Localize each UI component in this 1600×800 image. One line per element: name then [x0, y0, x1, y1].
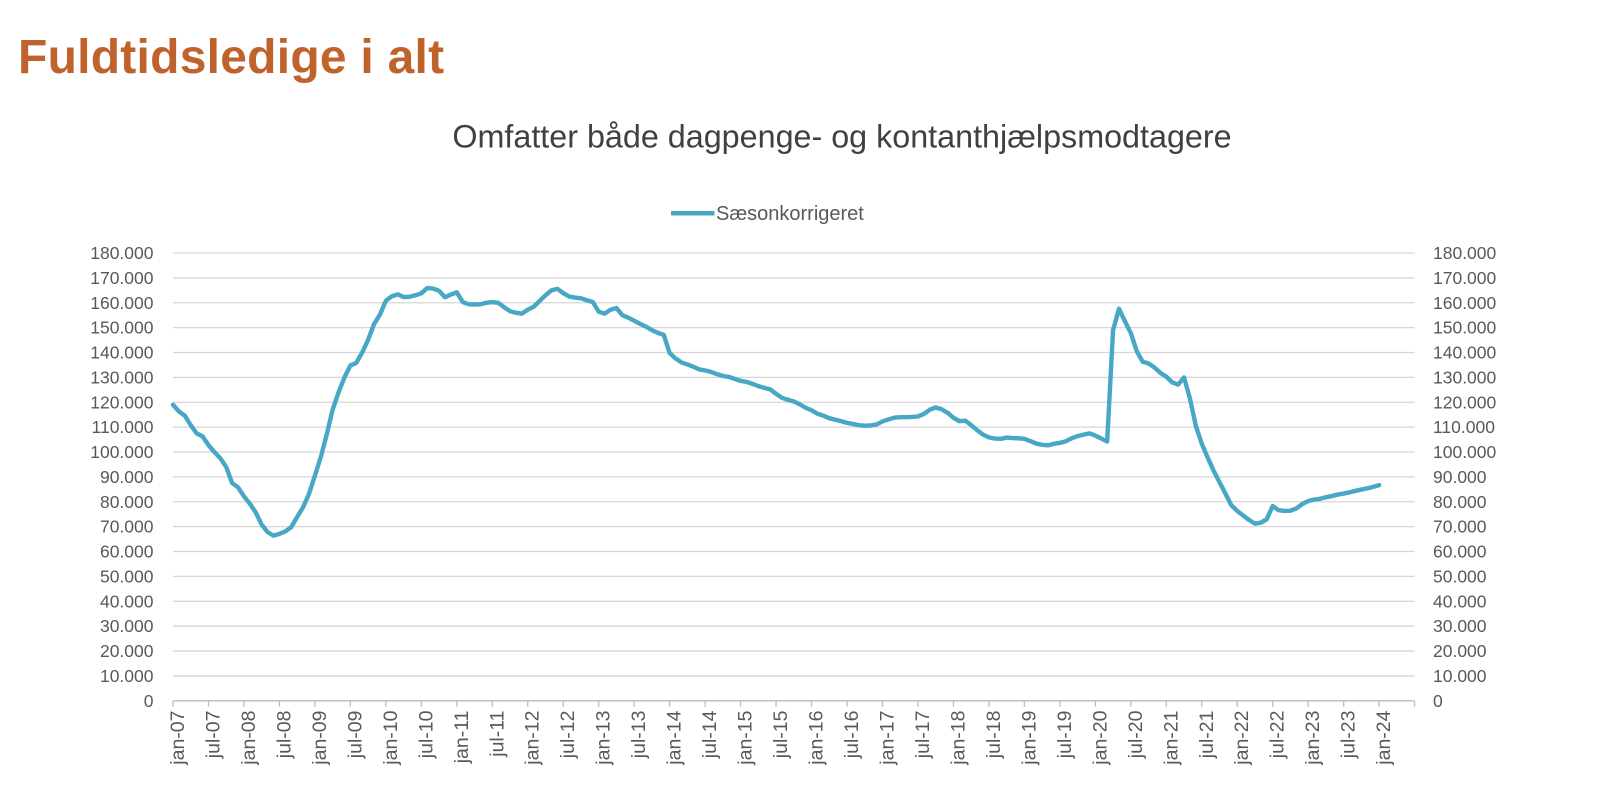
svg-text:jan-24: jan-24	[1373, 710, 1395, 765]
svg-text:jul-16: jul-16	[841, 711, 863, 760]
svg-text:40.000: 40.000	[100, 591, 154, 611]
svg-text:30.000: 30.000	[100, 616, 154, 636]
svg-text:jan-14: jan-14	[664, 710, 686, 765]
svg-text:80.000: 80.000	[1433, 492, 1487, 512]
svg-text:170.000: 170.000	[90, 268, 154, 288]
svg-text:120.000: 120.000	[1433, 392, 1497, 412]
svg-text:140.000: 140.000	[1433, 343, 1497, 363]
svg-text:10.000: 10.000	[1433, 666, 1487, 686]
svg-text:jul-15: jul-15	[770, 710, 792, 759]
svg-text:jan-23: jan-23	[1302, 711, 1324, 766]
svg-text:100.000: 100.000	[90, 442, 154, 462]
svg-text:jan-21: jan-21	[1160, 711, 1182, 766]
svg-text:160.000: 160.000	[90, 293, 154, 313]
svg-text:jul-10: jul-10	[415, 710, 437, 759]
svg-text:jul-20: jul-20	[1125, 710, 1147, 759]
svg-text:jul-08: jul-08	[273, 711, 295, 760]
svg-text:160.000: 160.000	[1433, 293, 1497, 313]
svg-text:140.000: 140.000	[90, 343, 154, 363]
svg-text:10.000: 10.000	[100, 666, 154, 686]
svg-text:180.000: 180.000	[90, 243, 154, 263]
svg-text:150.000: 150.000	[90, 318, 154, 338]
svg-text:jul-23: jul-23	[1338, 711, 1360, 760]
svg-text:110.000: 110.000	[92, 417, 154, 437]
svg-text:jul-12: jul-12	[557, 711, 579, 760]
svg-text:jan-10: jan-10	[380, 710, 402, 765]
svg-text:60.000: 60.000	[1433, 542, 1487, 562]
svg-text:jul-22: jul-22	[1267, 711, 1289, 760]
svg-text:jan-20: jan-20	[1089, 710, 1111, 765]
svg-text:170.000: 170.000	[1433, 268, 1497, 288]
svg-text:50.000: 50.000	[100, 566, 154, 586]
svg-text:jan-18: jan-18	[947, 711, 969, 766]
svg-text:jul-13: jul-13	[628, 711, 650, 760]
svg-text:jul-17: jul-17	[912, 711, 934, 760]
svg-text:50.000: 50.000	[1433, 566, 1487, 586]
svg-text:jan-11: jan-11	[451, 711, 473, 765]
svg-text:90.000: 90.000	[100, 467, 154, 487]
svg-text:120.000: 120.000	[90, 392, 154, 412]
svg-text:130.000: 130.000	[90, 367, 154, 387]
svg-text:jan-13: jan-13	[593, 711, 615, 766]
svg-text:30.000: 30.000	[1433, 616, 1487, 636]
svg-text:jul-18: jul-18	[983, 710, 1005, 759]
svg-text:20.000: 20.000	[1433, 641, 1487, 661]
svg-text:80.000: 80.000	[100, 492, 154, 512]
svg-text:40.000: 40.000	[1433, 591, 1487, 611]
svg-text:100.000: 100.000	[1433, 442, 1497, 462]
svg-text:20.000: 20.000	[100, 641, 154, 661]
svg-text:jan-16: jan-16	[806, 711, 828, 766]
svg-text:jul-14: jul-14	[699, 710, 721, 759]
svg-text:Sæsonkorrigeret: Sæsonkorrigeret	[716, 203, 864, 225]
svg-text:180.000: 180.000	[1433, 243, 1497, 263]
svg-text:90.000: 90.000	[1433, 467, 1487, 487]
svg-text:130.000: 130.000	[1433, 367, 1497, 387]
svg-text:110.000: 110.000	[1433, 417, 1495, 437]
svg-text:jan-09: jan-09	[309, 711, 331, 766]
svg-text:jan-22: jan-22	[1231, 711, 1253, 766]
svg-text:jul-09: jul-09	[344, 711, 366, 760]
svg-text:jan-15: jan-15	[735, 710, 757, 765]
svg-text:0: 0	[1433, 691, 1443, 711]
svg-text:70.000: 70.000	[1433, 517, 1487, 537]
svg-text:jan-17: jan-17	[876, 711, 898, 766]
svg-text:jan-08: jan-08	[238, 711, 260, 766]
svg-text:jul-07: jul-07	[202, 711, 224, 760]
svg-text:0: 0	[144, 691, 154, 711]
svg-text:60.000: 60.000	[100, 542, 154, 562]
svg-text:Omfatter både dagpenge- og kon: Omfatter både dagpenge- og kontanthjælps…	[452, 119, 1231, 155]
svg-text:Fuldtidsledige i alt: Fuldtidsledige i alt	[18, 31, 444, 84]
svg-text:jan-07: jan-07	[167, 711, 189, 766]
svg-text:jan-19: jan-19	[1018, 711, 1040, 766]
svg-text:jul-21: jul-21	[1196, 711, 1218, 760]
svg-text:jul-19: jul-19	[1054, 711, 1076, 760]
svg-text:jan-12: jan-12	[522, 711, 544, 766]
svg-text:70.000: 70.000	[100, 517, 154, 537]
svg-text:jul-11: jul-11	[486, 711, 508, 758]
svg-text:150.000: 150.000	[1433, 318, 1497, 338]
